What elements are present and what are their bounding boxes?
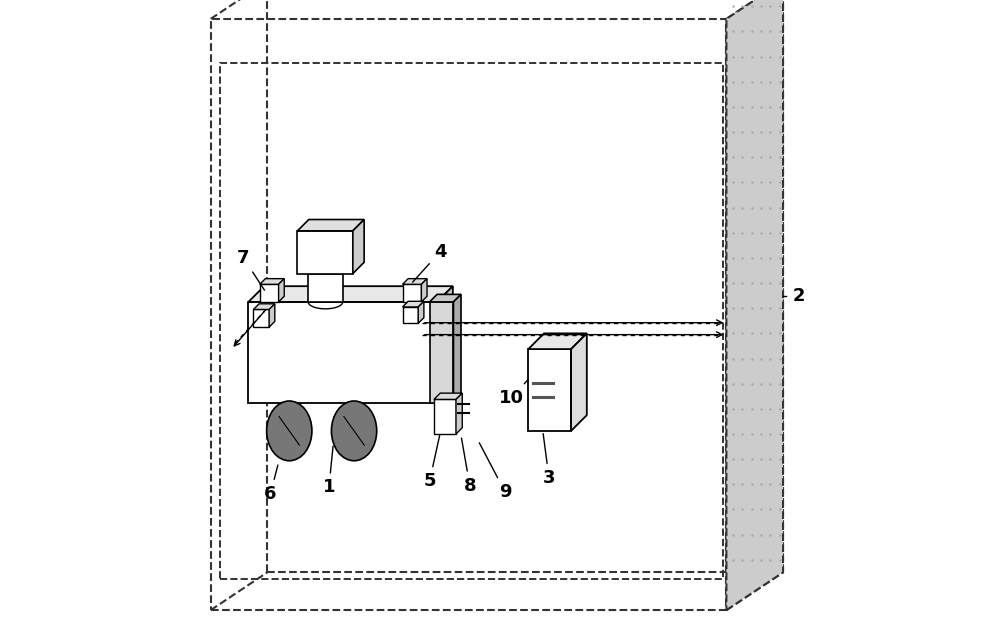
- Polygon shape: [434, 399, 456, 434]
- Text: 9: 9: [479, 443, 511, 501]
- Text: 4: 4: [413, 243, 446, 282]
- Polygon shape: [269, 304, 275, 327]
- Polygon shape: [248, 302, 437, 403]
- Text: 1: 1: [323, 446, 335, 496]
- Polygon shape: [279, 279, 284, 302]
- Text: 5: 5: [423, 435, 440, 490]
- Polygon shape: [353, 220, 364, 274]
- Polygon shape: [403, 307, 418, 323]
- Polygon shape: [403, 284, 421, 302]
- Ellipse shape: [331, 401, 377, 460]
- Polygon shape: [260, 284, 279, 302]
- Polygon shape: [403, 301, 424, 307]
- Polygon shape: [403, 279, 427, 284]
- Text: 2: 2: [792, 287, 805, 304]
- Polygon shape: [430, 302, 453, 403]
- Polygon shape: [421, 279, 427, 302]
- Polygon shape: [248, 286, 453, 302]
- Polygon shape: [308, 274, 343, 302]
- Text: 10: 10: [499, 379, 528, 406]
- Polygon shape: [571, 333, 587, 431]
- Polygon shape: [297, 231, 353, 274]
- Text: 6: 6: [264, 465, 278, 503]
- Polygon shape: [528, 349, 571, 431]
- Ellipse shape: [267, 401, 312, 460]
- Text: 3: 3: [543, 433, 555, 487]
- Polygon shape: [528, 333, 587, 349]
- Polygon shape: [456, 393, 462, 434]
- Polygon shape: [253, 309, 269, 327]
- Polygon shape: [418, 301, 424, 323]
- Polygon shape: [726, 0, 783, 610]
- Polygon shape: [434, 393, 462, 399]
- Polygon shape: [297, 220, 364, 231]
- Text: 7: 7: [237, 249, 264, 290]
- Polygon shape: [453, 294, 461, 403]
- Text: 8: 8: [461, 438, 476, 494]
- Polygon shape: [430, 294, 461, 302]
- Polygon shape: [260, 279, 284, 284]
- Polygon shape: [437, 286, 453, 403]
- Polygon shape: [253, 304, 275, 309]
